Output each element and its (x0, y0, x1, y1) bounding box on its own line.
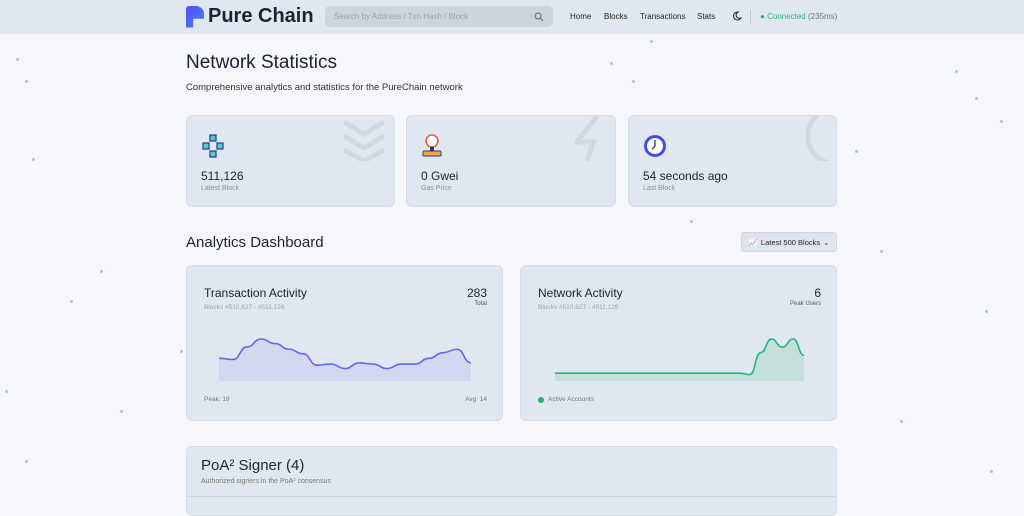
background-particle (880, 250, 883, 253)
signers-title: PoA² Signer (4) (201, 457, 305, 474)
background-particle (975, 97, 978, 100)
stat-card-latest-block: 511,126 Latest Block (186, 115, 395, 207)
chart-icon: 📈 (748, 237, 758, 247)
area-fill (555, 339, 804, 381)
background-particle (955, 70, 958, 73)
background-particle (32, 158, 35, 161)
stat-card-gas-price: 0 Gwei Gas Price (406, 115, 616, 207)
nav-home[interactable]: Home (570, 12, 592, 21)
signers-subtitle: Authorized signers in the PoA² consensus (201, 478, 331, 485)
transaction-activity-card: Transaction Activity Blocks #510,627 - #… (186, 265, 503, 421)
background-particle (855, 150, 858, 153)
area-fill (219, 339, 471, 381)
background-particle (610, 62, 613, 65)
connection-status: ● Connected (235ms) (760, 12, 838, 21)
background-particle (650, 40, 653, 43)
nav-transactions[interactable]: Transactions (640, 12, 686, 21)
background-particle (900, 420, 903, 423)
divider (187, 496, 836, 497)
chevrons-watermark-icon (344, 119, 386, 161)
series-line (219, 338, 471, 370)
block-range-dropdown[interactable]: 📈 Latest 500 Blocks ⌄ (741, 232, 837, 252)
page-subtitle: Comprehensive analytics and statistics f… (186, 82, 463, 93)
transaction-chart (219, 338, 471, 381)
background-particle (632, 80, 635, 83)
search-icon[interactable] (534, 12, 544, 22)
nav-stats[interactable]: Stats (697, 12, 716, 21)
divider (750, 10, 751, 23)
network-activity-card: Network Activity Blocks #510,627 - #511,… (520, 265, 837, 421)
clock-icon (644, 135, 666, 157)
background-particle (985, 310, 988, 313)
background-particle (16, 58, 19, 61)
background-particle (100, 270, 103, 273)
stat-card-last-block: 54 seconds ago Last Block (628, 115, 837, 207)
logo-icon (186, 5, 204, 28)
page-title: Network Statistics (186, 52, 337, 73)
search-input[interactable]: Search by Address / Txn Hash / Block (325, 6, 553, 27)
background-particle (990, 470, 993, 473)
gas-gauge-icon (422, 134, 442, 157)
moon-icon[interactable] (732, 11, 742, 21)
clock-watermark-icon (805, 116, 832, 161)
status-dot-icon: ● (760, 12, 768, 21)
blocks-icon (202, 134, 224, 158)
background-particle (25, 80, 28, 83)
analytics-title: Analytics Dashboard (186, 234, 324, 251)
legend-dot-icon (538, 396, 544, 403)
top-bar: Pure Chain Search by Address / Txn Hash … (0, 0, 1024, 34)
logo[interactable]: Pure Chain (186, 5, 314, 28)
lightning-watermark-icon (575, 116, 599, 161)
background-particle (1000, 120, 1003, 123)
nav-blocks[interactable]: Blocks (604, 12, 628, 21)
background-particle (180, 350, 183, 353)
series-line (555, 338, 804, 376)
background-particle (25, 460, 28, 463)
chevron-down-icon: ⌄ (823, 237, 830, 247)
background-particle (5, 390, 8, 393)
background-particle (120, 410, 123, 413)
background-particle (690, 220, 693, 223)
background-particle (70, 300, 73, 303)
network-chart (555, 338, 804, 381)
signers-card: PoA² Signer (4) Authorized signers in th… (186, 446, 837, 516)
